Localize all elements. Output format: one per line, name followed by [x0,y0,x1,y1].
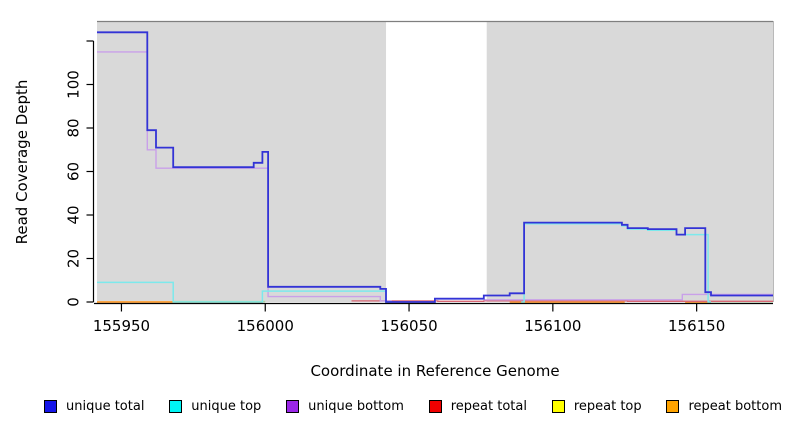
legend-item-repeat-total: repeat total [428,399,527,414]
legend-item-repeat-bottom: repeat bottom [666,399,782,414]
y-tick-label: 20 [65,249,83,268]
y-tick-label: 40 [65,205,83,224]
legend-swatch-repeat-bottom [666,400,680,413]
y-tick-label: 100 [65,70,83,99]
legend-label-unique-bottom: unique bottom [308,399,404,414]
legend-label-repeat-top: repeat top [573,399,642,414]
y-tick-label: 80 [65,118,83,137]
y-tick-label: 0 [65,297,83,307]
y-tick-label: 60 [65,162,83,181]
legend-swatch-repeat-top [551,400,565,413]
x-tick-label: 156000 [237,317,294,335]
series-line-unique-top [521,222,711,303]
x-tick-label: 155950 [93,317,150,335]
legend-item-unique-total: unique total [44,399,144,414]
masked-region [386,22,487,302]
series-line-unique-bottom [483,293,773,301]
legend: unique total unique top unique bottom repea… [44,399,782,414]
legend-label-unique-top: unique top [191,399,262,414]
legend-swatch-unique-total [44,400,57,413]
x-tick-label: 156050 [380,317,437,335]
x-tick-label: 156100 [524,317,581,335]
legend-label-repeat-bottom: repeat bottom [688,399,782,414]
series-line-unique-total [97,31,773,303]
y-axis-title: Read Coverage Depth [13,79,31,245]
legend-item-unique-top: unique top [169,399,261,414]
legend-item-unique-bottom: unique bottom [286,399,404,414]
legend-swatch-unique-top [169,400,183,413]
x-axis-title: Coordinate in Reference Genome [310,362,560,380]
legend-label-unique-total: unique total [66,399,145,414]
legend-swatch-repeat-total [428,400,442,413]
x-tick-label: 156150 [668,317,725,335]
legend-item-repeat-top: repeat top [551,399,642,414]
legend-swatch-unique-bottom [286,400,300,413]
legend-label-repeat-total: repeat total [450,399,527,414]
